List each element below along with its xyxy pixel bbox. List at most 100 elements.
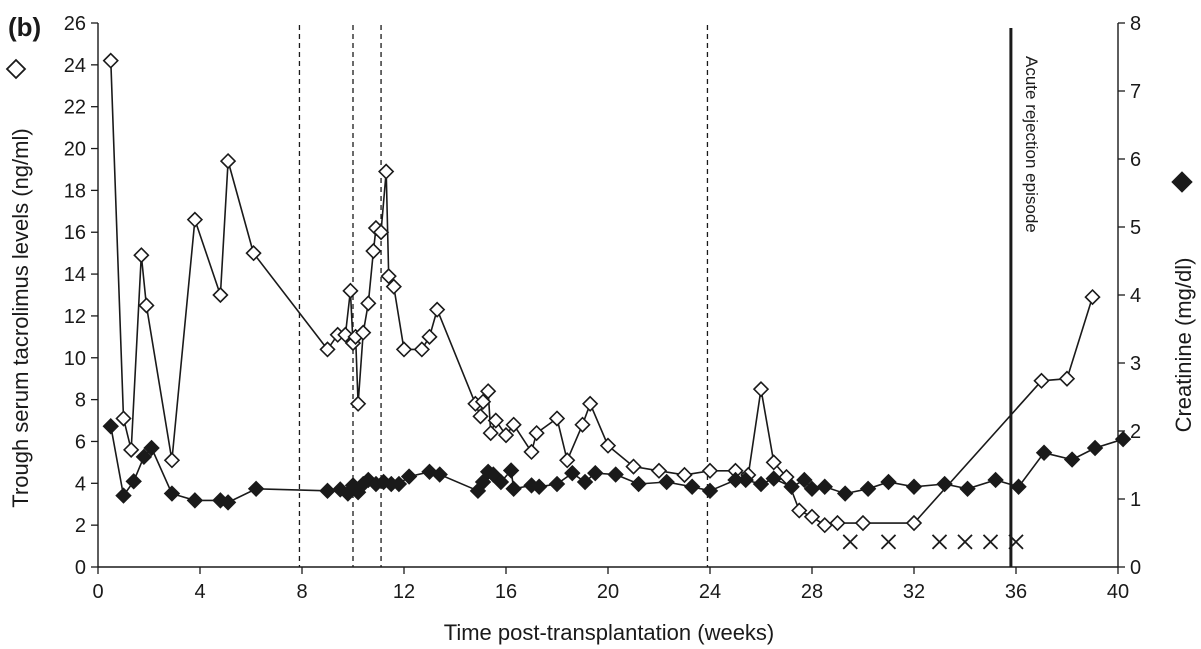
- tacrolimus-point: [365, 242, 382, 260]
- creatinine-point: [1063, 451, 1081, 468]
- tacrolimus-point: [548, 410, 566, 427]
- x-tick-label: 32: [903, 581, 925, 603]
- tacrolimus-point: [342, 282, 359, 299]
- y-left-tick-label: 4: [75, 473, 86, 495]
- tacrolimus-point: [474, 393, 492, 410]
- y-right-tick-label: 1: [1130, 489, 1141, 511]
- tacrolimus-point: [523, 443, 540, 461]
- creatinine-point: [859, 480, 877, 498]
- tacrolimus-point: [559, 452, 576, 469]
- tacrolimus-point: [574, 416, 591, 433]
- data-markers: [102, 52, 1132, 550]
- y-left-tick-label: 2: [75, 515, 86, 537]
- tacrolimus-point: [349, 395, 367, 412]
- y-right-tick-label: 3: [1130, 353, 1141, 375]
- x-tick-label: 36: [1005, 581, 1027, 603]
- tacrolimus-point: [599, 437, 617, 454]
- tacrolimus-point: [421, 328, 438, 345]
- y-right-tick-label: 6: [1130, 149, 1141, 171]
- creatinine-point: [836, 485, 854, 502]
- creatinine-point: [737, 471, 754, 489]
- y-axis-right-title: Creatinine (mg/dl): [1171, 258, 1196, 433]
- creatinine-point: [752, 475, 770, 493]
- below-detection-x-marker: [880, 534, 897, 550]
- creatinine-point: [959, 480, 976, 498]
- tacrolimus-point: [245, 245, 262, 262]
- tacrolimus-point: [138, 297, 155, 314]
- creatinine-point: [607, 466, 624, 483]
- x-tick-label: 8: [296, 581, 307, 603]
- tacrolimus-point: [765, 454, 782, 471]
- creatinine-point: [125, 473, 142, 490]
- creatinine-point: [658, 473, 675, 491]
- tacrolimus-point: [115, 410, 132, 427]
- creatinine-point: [143, 439, 160, 457]
- tacrolimus-point: [1058, 370, 1076, 387]
- tacrolimus-point: [372, 224, 390, 241]
- creatinine-point: [783, 478, 800, 495]
- y-left-tick-label: 10: [64, 348, 86, 370]
- creatinine-point: [502, 462, 520, 479]
- y-left-tick-label: 24: [64, 55, 86, 77]
- y-left-tick-label: 12: [64, 306, 86, 328]
- creatinine-point: [1086, 439, 1104, 457]
- x-tick-label: 20: [597, 581, 619, 603]
- creatinine-point: [683, 478, 701, 495]
- y-left-tick-label: 6: [75, 431, 86, 453]
- below-detection-x-marker: [842, 534, 858, 550]
- y-axis-left-title: Trough serum tacrolimus levels (ng/ml): [8, 128, 33, 507]
- creatinine-point: [102, 418, 119, 435]
- axes: 0 4 8 12 16 20 24 28 32 36 40024681012141618202224…: [64, 13, 1141, 603]
- tacrolimus-point: [816, 517, 833, 534]
- tacrolimus-point: [429, 301, 446, 318]
- tacrolimus-point: [219, 152, 237, 170]
- tacrolimus-line: [110, 60, 1094, 527]
- tacrolimus-point: [505, 416, 522, 433]
- tacrolimus-point: [212, 286, 229, 304]
- creatinine-point: [564, 464, 581, 482]
- tacrolimus-point: [480, 383, 497, 400]
- y-left-tick-label: 16: [64, 222, 86, 244]
- creatinine-point: [505, 480, 522, 498]
- tacrolimus-point: [163, 452, 181, 469]
- y-right-tick-label: 5: [1130, 217, 1141, 239]
- creatinine-point: [630, 475, 647, 493]
- creatinine-point: [765, 470, 782, 487]
- tacrolimus-point: [395, 341, 413, 358]
- tacrolimus-point: [829, 514, 846, 532]
- tacrolimus-point: [803, 508, 821, 525]
- creatinine-point: [987, 471, 1004, 489]
- creatinine-point: [219, 494, 237, 511]
- tacrolimus-point: [791, 502, 808, 519]
- x-axis-title: Time post-transplantation (weeks): [444, 620, 775, 645]
- tacrolimus-point: [752, 381, 770, 398]
- y-right-tick-label: 2: [1130, 421, 1141, 443]
- creatinine-point: [400, 468, 418, 485]
- y-right-tick-label: 4: [1130, 285, 1141, 307]
- filled-diamond-legend-icon: [1171, 171, 1193, 193]
- tacrolimus-point: [133, 247, 150, 264]
- tacrolimus-point: [1084, 288, 1101, 306]
- creatinine-point: [905, 478, 923, 495]
- x-tick-label: 0: [92, 581, 103, 603]
- tacrolimus-point: [102, 52, 119, 69]
- creatinine-point: [1010, 478, 1027, 495]
- tacrolimus-point: [650, 462, 668, 479]
- creatinine-point: [135, 448, 153, 466]
- creatinine-point: [816, 478, 833, 495]
- y-left-tick-label: 0: [75, 557, 86, 579]
- tacrolimus-point: [497, 427, 515, 444]
- data-lines: [110, 60, 1124, 527]
- tacrolimus-point: [528, 424, 545, 442]
- tacrolimus-point: [472, 408, 489, 425]
- creatinine-point: [796, 471, 813, 489]
- y-left-tick-label: 20: [64, 139, 86, 161]
- creatinine-point: [1114, 430, 1132, 448]
- y-right-tick-label: 0: [1130, 557, 1141, 579]
- tacrolimus-point: [380, 268, 397, 285]
- tacrolimus-point: [1033, 372, 1050, 389]
- y-left-tick-label: 26: [64, 13, 86, 35]
- below-detection-x-marker: [1008, 534, 1024, 550]
- creatinine-point: [701, 482, 719, 500]
- creatinine-point: [576, 473, 594, 491]
